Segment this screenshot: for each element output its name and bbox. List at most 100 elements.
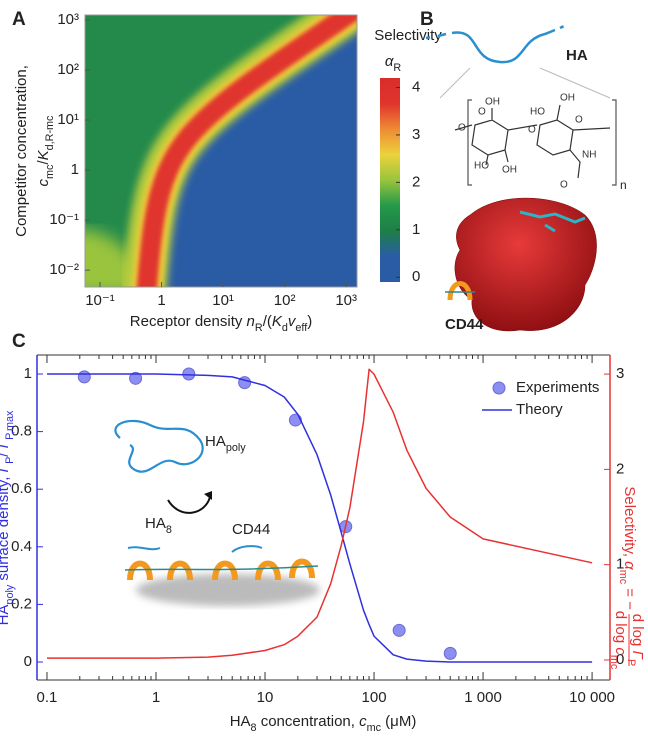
- colorbar-tick-label: 1: [412, 221, 420, 238]
- fraction-denominator: d log cmc: [608, 611, 629, 670]
- x-tick-label: 1 000: [464, 689, 502, 706]
- chem-label: O: [575, 115, 583, 126]
- y-axis-label: HApoly surface density, ΓP/ ΓP,max: [0, 410, 16, 625]
- y-tick-label: 10⁻¹: [49, 211, 79, 228]
- panel-c-insets: [114, 419, 320, 606]
- text-part: HA: [145, 515, 166, 532]
- chem-label: O: [528, 125, 536, 136]
- chem-label: HO: [474, 161, 489, 172]
- text-part: HA: [230, 713, 251, 730]
- colorbar-tick-label: 0: [412, 268, 420, 285]
- y2-tick-label: 3: [616, 365, 624, 382]
- y-tick-label: 0.4: [11, 538, 32, 555]
- y-tick-label: 0.2: [11, 595, 32, 612]
- text-part: K: [272, 313, 283, 330]
- x-tick-label: 10²: [274, 292, 296, 309]
- text-part: = −: [621, 584, 638, 610]
- chem-label: OH: [485, 97, 500, 108]
- panel-label: C: [12, 331, 26, 352]
- x-tick-label: 1: [152, 689, 160, 706]
- text-part: R: [393, 62, 401, 74]
- data-point: [443, 646, 457, 660]
- x-tick-label: 100: [362, 689, 387, 706]
- x-tick-label: 10: [257, 689, 274, 706]
- text-part: α: [621, 561, 638, 570]
- text-part: P,max: [4, 410, 16, 440]
- legend-label: Experiments: [516, 379, 599, 396]
- text-part: ): [307, 313, 312, 330]
- text-part: Competitor concentration,: [13, 65, 30, 237]
- y2-tick-label: 0: [616, 651, 624, 668]
- text-part: (μM): [381, 713, 416, 730]
- text-part: α: [385, 53, 394, 70]
- text-part: c: [612, 647, 629, 655]
- inset-label: HA8: [145, 515, 172, 536]
- text-part: mc: [617, 570, 629, 585]
- line-series: [47, 368, 593, 659]
- chem-label: O: [478, 107, 486, 118]
- text-part: poly: [226, 442, 246, 454]
- text-part: d log: [629, 614, 646, 651]
- text-part: K: [35, 149, 52, 160]
- text-part: v: [288, 313, 297, 330]
- x-axis-label: HA8 concentration, cmc (μM): [230, 713, 417, 734]
- data-point: [392, 623, 406, 637]
- text-part: HA: [0, 605, 12, 626]
- colorbar-title: Selectivity: [374, 27, 442, 44]
- y-axis-label: Competitor concentration,: [13, 65, 30, 237]
- legend-marker: [492, 381, 506, 395]
- colorbar: [380, 78, 400, 282]
- ha-label: HA: [566, 47, 588, 64]
- panel-b: OH O O HO OH O HO OH O NH O n HA CD44: [425, 23, 627, 333]
- text-part: HA: [205, 433, 226, 450]
- line-series: [47, 373, 593, 663]
- chem-label: NH: [582, 150, 596, 161]
- y-tick-label: 0: [24, 653, 32, 670]
- x-tick-label: 0.1: [37, 689, 58, 706]
- panel-c: 0.1 1 10 100 1 000 10 00000.20.40.60.810123HA…: [0, 354, 646, 734]
- data-point: [288, 413, 302, 427]
- chem-label: OH: [502, 165, 517, 176]
- text-part: Selectivity,: [621, 486, 638, 561]
- x-axis-label: Receptor density nR/(Kdveff): [130, 313, 312, 334]
- data-point: [182, 367, 196, 381]
- panel-label: A: [12, 9, 26, 30]
- fraction-numerator: d log ΓP: [625, 614, 646, 666]
- data-point: [129, 371, 143, 385]
- y-tick-label: 0.8: [11, 423, 32, 440]
- data-point: [77, 370, 91, 384]
- text-part: Γ: [0, 438, 12, 448]
- chem-label: O: [458, 123, 466, 134]
- panel-label: B: [420, 9, 434, 30]
- y-axis-label: cmc/Kd,R-mc: [35, 115, 56, 186]
- text-part: Γ: [629, 650, 646, 660]
- inset-label: CD44: [232, 521, 270, 538]
- heatmap: [85, 15, 357, 287]
- colorbar-tick-label: 4: [412, 78, 420, 95]
- y-tick-label: 10⁻²: [49, 261, 79, 278]
- repeat-label: n: [620, 178, 627, 192]
- text-part: P: [4, 457, 16, 464]
- x-tick-label: 10¹: [212, 292, 234, 309]
- text-part: surface density,: [0, 472, 12, 584]
- x-tick-label: 10 000: [569, 689, 615, 706]
- text-part: P: [625, 659, 637, 666]
- x-tick-label: 10⁻¹: [85, 292, 115, 309]
- text-part: eff: [295, 322, 308, 334]
- text-part: c: [35, 178, 52, 186]
- text-part: mc: [608, 655, 620, 670]
- text-part: d,R-mc: [44, 115, 56, 150]
- text-part: Γ: [0, 462, 12, 472]
- text-part: d log: [612, 611, 629, 648]
- chem-label: OH: [560, 93, 575, 104]
- text-part: Receptor density: [130, 313, 247, 330]
- chem-label: O: [560, 180, 568, 191]
- y-tick-label: 10²: [57, 61, 79, 78]
- text-part: R: [255, 322, 263, 334]
- inset-label: HApoly: [205, 433, 246, 454]
- chem-label: HO: [530, 107, 545, 118]
- text-part: /: [0, 448, 12, 456]
- text-part: c: [359, 713, 367, 730]
- text-part: /: [35, 160, 52, 165]
